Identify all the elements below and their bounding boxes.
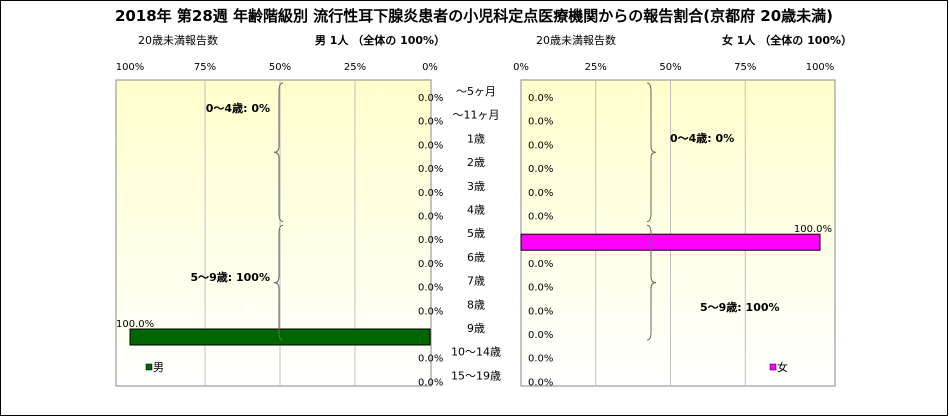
male-x-tick-label: 100% [116,62,145,73]
category-label: 6歳 [467,251,485,264]
male-legend-label: 男 [153,361,164,374]
female-value-label: 0.0% [528,93,553,104]
female-x-tick-label: 0% [513,62,529,73]
female-value-label: 0.0% [528,212,553,223]
male-x-tick-label: 25% [344,62,366,73]
category-label: 7歳 [467,275,485,288]
male-value-label: 100.0% [116,319,154,330]
category-label: 5歳 [467,227,485,240]
male-x-tick-label: 75% [194,62,216,73]
female-group-label: 0～4歳: 0% [670,131,734,145]
category-label: 4歳 [467,204,485,217]
female-x-tick-label: 25% [585,62,607,73]
female-x-tick-label: 100% [806,62,835,73]
female-bar [520,233,821,251]
female-group-brace [646,224,657,341]
female-plot-area [520,79,836,387]
category-label: ～5ヶ月 [456,85,496,98]
female-subtitle-right: 女 1人 （全体の 100%） [722,33,852,47]
category-label: 3歳 [467,180,485,193]
female-value-label: 0.0% [528,354,553,365]
female-value-label: 0.0% [528,377,553,388]
male-value-label: 0.0% [418,306,443,317]
female-value-label: 100.0% [794,224,832,235]
female-x-tick-label: 75% [734,62,756,73]
male-value-label: 0.0% [418,164,443,175]
female-value-label: 0.0% [528,164,553,175]
female-value-label: 0.0% [528,259,553,270]
female-legend-swatch [769,363,777,371]
male-x-tick-label: 50% [269,62,291,73]
male-value-label: 0.0% [418,377,443,388]
male-value-label: 0.0% [418,117,443,128]
male-value-label: 0.0% [418,235,443,246]
male-value-label: 0.0% [418,140,443,151]
category-label: 8歳 [467,298,485,311]
male-subtitle-right: 男 1人 （全体の 100%） [315,33,445,47]
female-value-label: 0.0% [528,140,553,151]
male-x-tick-label: 0% [422,62,438,73]
male-group-brace [273,82,284,222]
male-legend-swatch [145,363,153,371]
female-subtitle-left: 20歳未満報告数 [536,34,616,47]
male-value-label: 0.0% [418,212,443,223]
female-value-label: 0.0% [528,283,553,294]
chart-title: 2018年 第28週 年齢階級別 流行性耳下腺炎患者の小児科定点医療機関からの報… [115,7,833,25]
female-value-label: 0.0% [528,306,553,317]
male-group-brace [273,224,284,341]
female-value-label: 0.0% [528,188,553,199]
female-legend-label: 女 [777,360,788,374]
male-subtitle-left: 20歳未満報告数 [138,34,218,47]
male-group-label: 0～4歳: 0% [206,101,270,115]
male-value-label: 0.0% [418,188,443,199]
male-value-label: 0.0% [418,259,443,270]
male-group-label: 5～9歳: 100% [190,270,270,284]
female-value-label: 0.0% [528,330,553,341]
category-label: ～11ヶ月 [453,109,500,122]
female-value-label: 0.0% [528,117,553,128]
female-group-label: 5～9歳: 100% [700,300,780,314]
category-label: 15～19歳 [451,369,501,382]
category-label: 1歳 [467,132,485,145]
category-label: 9歳 [467,322,485,335]
category-label: 2歳 [467,156,485,169]
male-value-label: 0.0% [418,283,443,294]
male-value-label: 0.0% [418,354,443,365]
category-label: 10～14歳 [451,346,501,359]
male-value-label: 0.0% [418,93,443,104]
female-group-brace [646,82,657,222]
female-x-tick-label: 50% [659,62,681,73]
